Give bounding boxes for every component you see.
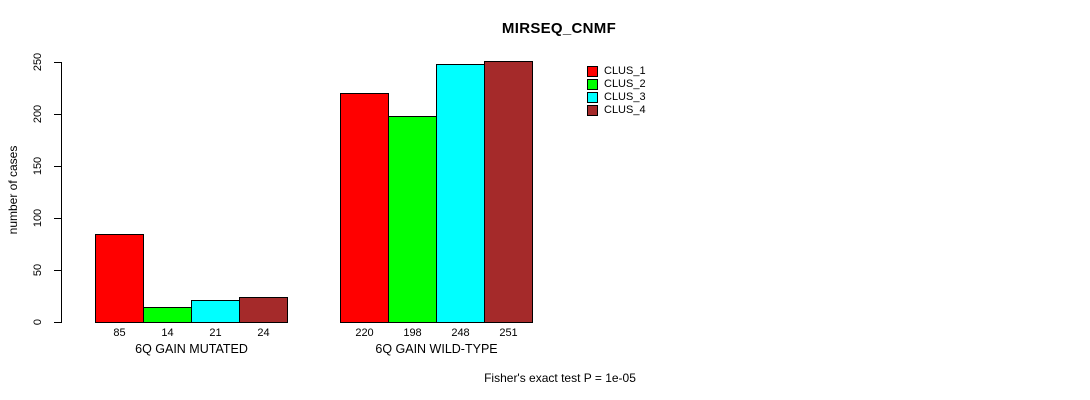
- y-axis-line: [61, 62, 62, 323]
- chart-title: MIRSEQ_CNMF: [501, 20, 617, 37]
- bar-value-label: 248: [451, 327, 470, 339]
- bar-clus_2: [388, 116, 437, 323]
- legend-label: CLUS_3: [604, 91, 646, 103]
- bar-clus_1: [95, 234, 144, 323]
- bar-value-label: 198: [403, 327, 422, 339]
- y-axis-tick: [54, 62, 61, 63]
- bar-clus_1: [340, 93, 389, 323]
- legend-label: CLUS_4: [604, 104, 646, 116]
- y-axis-tick-label: 200: [32, 104, 44, 124]
- y-axis-tick: [54, 270, 61, 271]
- legend-swatch: [587, 92, 598, 103]
- legend-swatch: [587, 79, 598, 90]
- y-axis-tick-label: 100: [32, 208, 44, 228]
- legend-item: CLUS_3: [587, 91, 646, 104]
- y-axis-tick: [54, 322, 61, 323]
- legend-swatch: [587, 105, 598, 116]
- bar-value-label: 21: [209, 327, 222, 339]
- bar-value-label: 251: [499, 327, 518, 339]
- bar-value-label: 14: [161, 327, 174, 339]
- bar-clus_4: [484, 61, 533, 323]
- legend-swatch: [587, 66, 598, 77]
- y-axis-tick-label: 50: [32, 263, 44, 277]
- fisher-test-note: Fisher's exact test P = 1e-05: [484, 371, 636, 385]
- bar-value-label: 24: [257, 327, 270, 339]
- legend-item: CLUS_4: [587, 104, 646, 117]
- legend-label: CLUS_2: [604, 78, 646, 90]
- bar-clus_4: [239, 297, 288, 323]
- y-axis-tick: [54, 114, 61, 115]
- legend-item: CLUS_2: [587, 78, 646, 91]
- group-label: 6Q GAIN WILD-TYPE: [375, 342, 498, 356]
- bar-clus_3: [191, 300, 240, 323]
- y-axis-tick: [54, 166, 61, 167]
- bar-value-label: 220: [355, 327, 374, 339]
- y-axis-label: number of cases: [6, 145, 20, 235]
- y-axis-tick: [54, 218, 61, 219]
- y-axis-tick-label: 0: [32, 318, 44, 326]
- bar-clus_3: [436, 64, 485, 323]
- legend-item: CLUS_1: [587, 65, 646, 78]
- legend-label: CLUS_1: [604, 65, 646, 77]
- y-axis-tick-label: 150: [32, 156, 44, 176]
- bar-clus_2: [143, 307, 192, 323]
- bar-value-label: 85: [113, 327, 126, 339]
- y-axis-tick-label: 250: [32, 52, 44, 72]
- group-label: 6Q GAIN MUTATED: [135, 342, 248, 356]
- legend: CLUS_1 CLUS_2 CLUS_3 CLUS_4: [587, 65, 646, 117]
